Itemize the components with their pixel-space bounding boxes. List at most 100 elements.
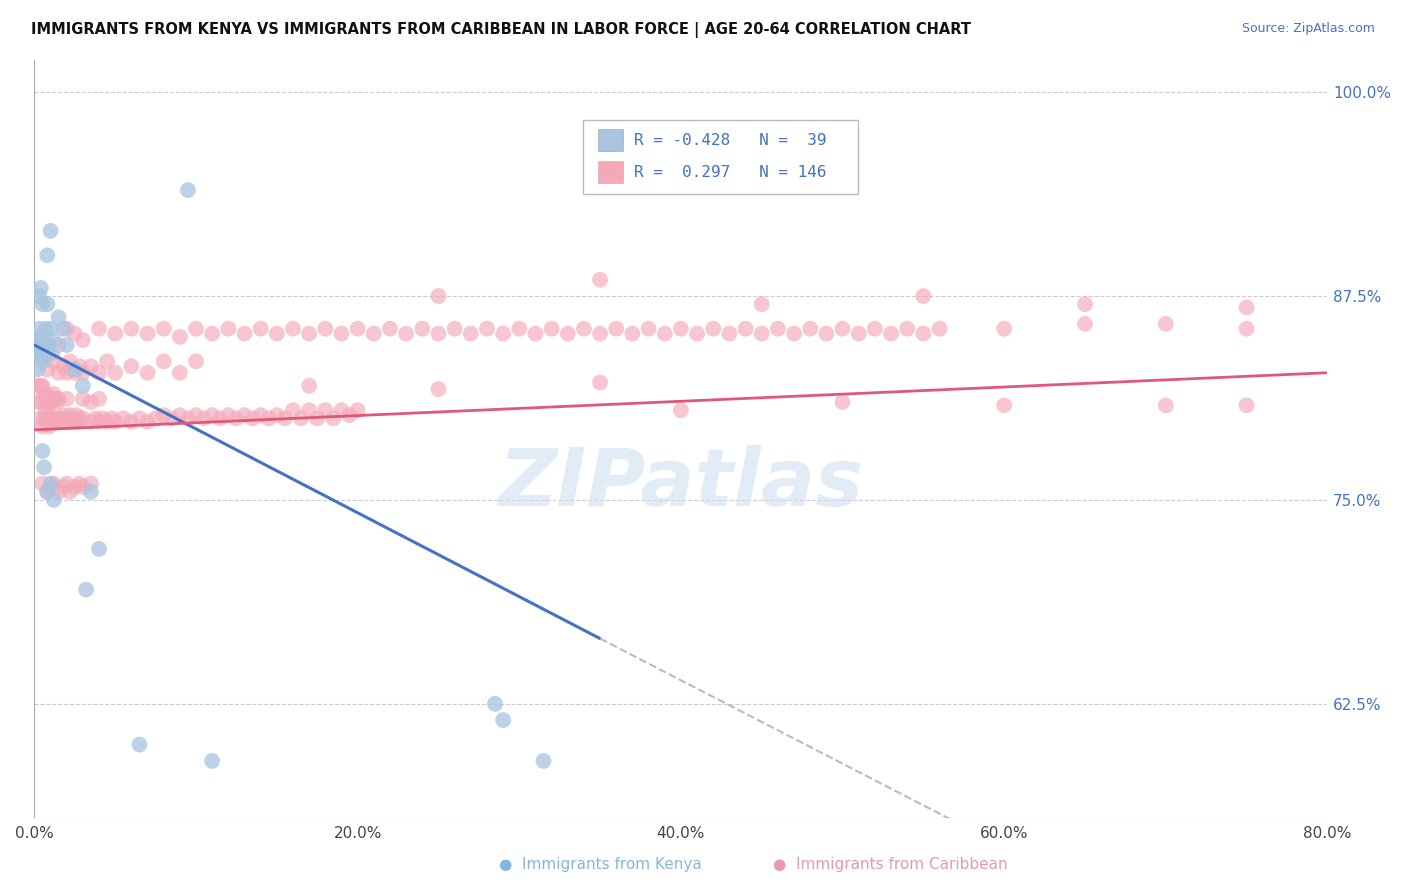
Point [621,326,644,341]
Point [65,408,87,422]
Point [443,322,465,336]
Text: ZIPatlas: ZIPatlas [498,445,863,524]
Point [281,322,304,336]
Point [55,411,77,425]
Point [1236,322,1258,336]
Point [751,297,773,311]
Point [30,378,52,392]
Point [242,411,264,425]
Point [330,326,353,341]
Point [72,411,94,425]
Point [193,411,215,425]
Point [169,330,191,344]
Point [339,408,361,422]
Point [314,322,336,336]
Point [31,476,53,491]
Point [184,408,207,422]
Point [27,362,49,376]
Point [55,338,77,352]
Point [42,411,65,425]
Point [30,411,52,425]
Point [42,333,65,347]
Point [37,248,59,262]
Point [298,403,321,417]
Point [59,484,82,499]
Point [37,297,59,311]
Point [346,322,368,336]
Point [87,392,110,406]
Point [87,366,110,380]
Point [169,408,191,422]
Point [363,326,385,341]
Point [48,392,70,406]
Point [96,354,118,368]
Point [80,484,103,499]
Point [87,322,110,336]
Point [249,322,271,336]
Point [63,366,86,380]
Point [31,444,53,458]
Text: ●  Immigrants from Kenya: ● Immigrants from Kenya [499,857,702,872]
Point [766,322,789,336]
Point [1074,297,1097,311]
Point [378,322,401,336]
Point [31,354,53,368]
Point [484,697,506,711]
Point [411,322,433,336]
Point [152,322,174,336]
Point [52,408,75,422]
Point [233,408,256,422]
Point [120,322,142,336]
Point [912,289,935,303]
Point [32,387,55,401]
Point [346,403,368,417]
Point [177,183,200,197]
Point [460,326,482,341]
Point [52,359,75,374]
Point [48,366,70,380]
Point [34,322,56,336]
Point [912,326,935,341]
Point [44,392,66,406]
Point [96,415,118,429]
Point [80,476,103,491]
Point [37,343,59,357]
Point [314,403,336,417]
Point [896,322,918,336]
Point [27,346,49,360]
Point [39,322,62,336]
Point [53,415,76,429]
Point [307,411,329,425]
Point [152,408,174,422]
Point [702,322,724,336]
Point [177,411,200,425]
Point [52,480,75,494]
Point [128,411,150,425]
Point [533,754,555,768]
Point [32,338,55,352]
Point [31,419,53,434]
Point [59,408,82,422]
Point [589,326,612,341]
Point [475,322,498,336]
Point [87,541,110,556]
Point [492,713,515,727]
Point [169,366,191,380]
Point [686,326,709,341]
Point [41,395,63,409]
Point [880,326,903,341]
Point [427,382,450,396]
Point [55,366,77,380]
Point [136,415,159,429]
Point [55,476,77,491]
Point [815,326,838,341]
Point [290,411,312,425]
Point [184,354,207,368]
Point [41,415,63,429]
Point [38,419,60,434]
Point [201,754,224,768]
Point [30,330,52,344]
Point [589,273,612,287]
Point [72,378,94,392]
Point [39,224,62,238]
